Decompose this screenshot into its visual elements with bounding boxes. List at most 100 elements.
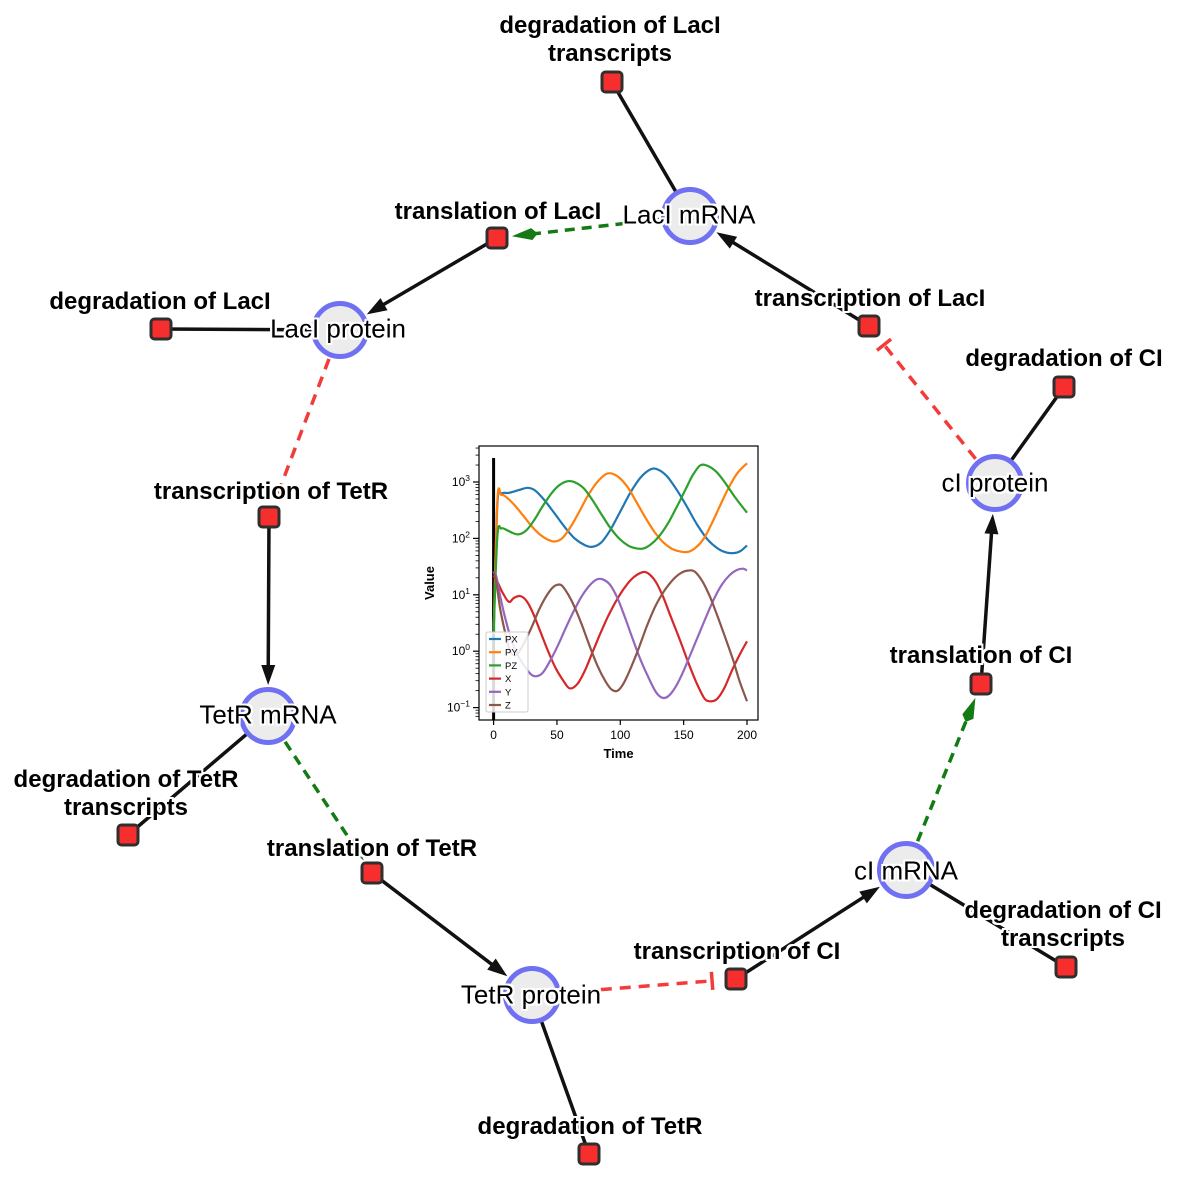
series-line-Z bbox=[492, 569, 749, 702]
species-node-tetR_mRNA bbox=[239, 687, 297, 745]
legend-label-Z: Z bbox=[505, 701, 511, 712]
species-label-tetR_mRNA: TetR mRNA bbox=[199, 699, 337, 730]
reaction-label-line: transcription of TetR bbox=[153, 478, 389, 505]
edge-inhibition-tetR_protein-tx_cI-tbar bbox=[709, 971, 715, 990]
reaction-node-transl_cI bbox=[969, 672, 993, 696]
species-node-lacI_mRNA bbox=[661, 187, 719, 245]
edge-production-transl_tetR-tetR_protein bbox=[370, 871, 499, 971]
reaction-label-line: translation of CI bbox=[889, 642, 1073, 669]
y-tick-label: 100 bbox=[452, 642, 470, 658]
reaction-label-line: degradation of LacI bbox=[49, 288, 271, 315]
edge-inhibition-cI_protein-tx_lacI-tbar bbox=[875, 337, 893, 352]
reaction-label-transl_lacI: translation of LacI bbox=[395, 198, 602, 226]
edge-inhibition-lacI_protein-tx_tetR-tbar bbox=[268, 489, 287, 500]
reaction-label-deg_lacI_tx: degradation of LacI transcripts bbox=[499, 12, 720, 68]
reaction-label-transl_cI: translation of CI bbox=[890, 642, 1073, 670]
legend-label-PX: PX bbox=[505, 635, 518, 646]
reaction-label-line: translation of TetR bbox=[266, 835, 478, 862]
reaction-node-deg_lacI_tx bbox=[600, 70, 624, 94]
y-tick-label: 10−1 bbox=[447, 699, 470, 715]
edge-consumption-cI_mRNA-deg_cI_tx bbox=[905, 868, 1067, 969]
reaction-label-deg_cI_tx: degradation of CI transcripts bbox=[964, 897, 1161, 953]
edge-inhibition-tetR_protein-tx_cI bbox=[562, 979, 713, 995]
reaction-node-deg_tetR_tx bbox=[116, 823, 140, 847]
reaction-label-line: degradation of TetR bbox=[477, 1113, 703, 1140]
species-label-lacI_protein: LacI protein bbox=[270, 313, 406, 344]
reaction-label-transl_tetR: translation of TetR bbox=[267, 835, 477, 863]
species-node-tetR_protein bbox=[503, 966, 561, 1024]
legend-label-PZ: PZ bbox=[505, 661, 517, 672]
edge-catalysis-cI_mRNA-transl_cI-arrowhead bbox=[962, 697, 976, 723]
edge-catalysis-cI_mRNA-transl_cI bbox=[915, 710, 972, 842]
reaction-node-transl_tetR bbox=[360, 861, 384, 885]
reaction-node-deg_cI bbox=[1052, 375, 1076, 399]
edge-production-tx_cI-cI_mRNA bbox=[735, 891, 871, 981]
y-tick-label: 102 bbox=[452, 529, 470, 545]
series-line-PZ bbox=[492, 463, 748, 635]
edge-production-tx_tetR-tetR_mRNA-arrowhead bbox=[261, 664, 276, 686]
species-label-tetR_protein: TetR protein bbox=[460, 979, 602, 1010]
reaction-label-line: transcription of LacI bbox=[754, 285, 986, 312]
reaction-label-line: degradation of LacI bbox=[499, 12, 721, 39]
edge-inhibition-cI_protein-tx_lacI bbox=[882, 343, 977, 460]
reaction-node-tx_cI bbox=[724, 967, 748, 991]
reaction-label-line: transcripts bbox=[1000, 925, 1126, 952]
reaction-label-tx_cI: transcription of CI bbox=[634, 938, 841, 966]
edge-production-transl_tetR-tetR_protein-arrowhead bbox=[487, 958, 508, 977]
x-tick-label: 150 bbox=[674, 728, 694, 742]
edge-consumption-lacI_protein-deg_lacI bbox=[160, 327, 341, 332]
species-label-cI_mRNA: cI mRNA bbox=[854, 855, 958, 886]
reaction-label-line: degradation of TetR bbox=[13, 766, 239, 793]
x-tick-label: 100 bbox=[610, 728, 630, 742]
edge-catalysis-lacI_mRNA-transl_lacI bbox=[525, 217, 660, 237]
reaction-label-line: transcription of CI bbox=[633, 938, 841, 965]
reaction-label-deg_cI: degradation of CI bbox=[965, 345, 1162, 373]
series-line-PY bbox=[492, 462, 748, 635]
plot-frame bbox=[478, 445, 759, 721]
reaction-node-tx_lacI bbox=[857, 314, 881, 338]
reaction-label-line: transcripts bbox=[63, 794, 189, 821]
species-node-cI_mRNA bbox=[877, 841, 935, 899]
reaction-node-tx_tetR bbox=[257, 505, 281, 529]
reaction-label-tx_lacI: transcription of LacI bbox=[755, 285, 986, 313]
edge-catalysis-tetR_mRNA-transl_tetR-arrowhead bbox=[347, 838, 364, 861]
legend-label-Y: Y bbox=[505, 687, 512, 698]
inset-timeseries-chart: 103 102 101 100 10−1 0 50 100 150 200 Time Value PX P… bbox=[420, 433, 772, 765]
reaction-node-deg_tetR bbox=[577, 1142, 601, 1166]
x-tick-label: 50 bbox=[550, 728, 564, 742]
series-line-X bbox=[492, 570, 748, 703]
y-tick-label: 101 bbox=[452, 586, 470, 602]
reaction-node-deg_cI_tx bbox=[1054, 955, 1078, 979]
edge-production-tx_tetR-tetR_mRNA bbox=[266, 516, 271, 674]
reaction-label-line: translation of LacI bbox=[394, 198, 602, 225]
edge-catalysis-lacI_mRNA-transl_lacI-arrowhead bbox=[511, 228, 538, 240]
species-node-cI_protein bbox=[966, 454, 1024, 512]
legend-label-X: X bbox=[505, 674, 512, 685]
reaction-label-tx_tetR: transcription of TetR bbox=[154, 478, 388, 506]
edge-production-transl_lacI-lacI_protein-arrowhead bbox=[366, 298, 388, 315]
edge-production-transl_cI-cI_protein bbox=[979, 525, 994, 685]
reaction-label-line: degradation of CI bbox=[964, 897, 1162, 924]
x-tick-label: 200 bbox=[737, 728, 757, 742]
x-tick-label: 0 bbox=[490, 728, 497, 742]
reaction-label-line: degradation of CI bbox=[965, 345, 1163, 372]
species-label-cI_protein: cI protein bbox=[941, 467, 1049, 498]
reaction-node-deg_lacI bbox=[149, 317, 173, 341]
edge-production-tx_lacI-lacI_mRNA bbox=[725, 237, 870, 328]
species-label-lacI_mRNA: LacI mRNA bbox=[622, 199, 756, 230]
edge-production-transl_cI-cI_protein-arrowhead bbox=[984, 513, 999, 535]
reaction-label-deg_tetR_tx: degradation of TetR transcripts bbox=[14, 766, 239, 822]
y-axis-label: Value bbox=[422, 566, 437, 600]
reaction-label-deg_lacI: degradation of LacI bbox=[49, 288, 270, 316]
series-line-Y bbox=[492, 567, 748, 700]
edge-production-transl_lacI-lacI_protein bbox=[376, 236, 498, 310]
edge-catalysis-tetR_mRNA-transl_tetR bbox=[283, 740, 358, 850]
series-line-PX bbox=[492, 467, 748, 635]
reaction-label-deg_tetR: degradation of TetR bbox=[478, 1113, 703, 1141]
edge-production-tx_cI-cI_mRNA-arrowhead bbox=[859, 886, 880, 904]
y-tick-label: 103 bbox=[452, 473, 470, 489]
edge-inhibition-lacI_protein-tx_tetR bbox=[275, 358, 331, 496]
x-axis-label: Time bbox=[603, 746, 633, 761]
